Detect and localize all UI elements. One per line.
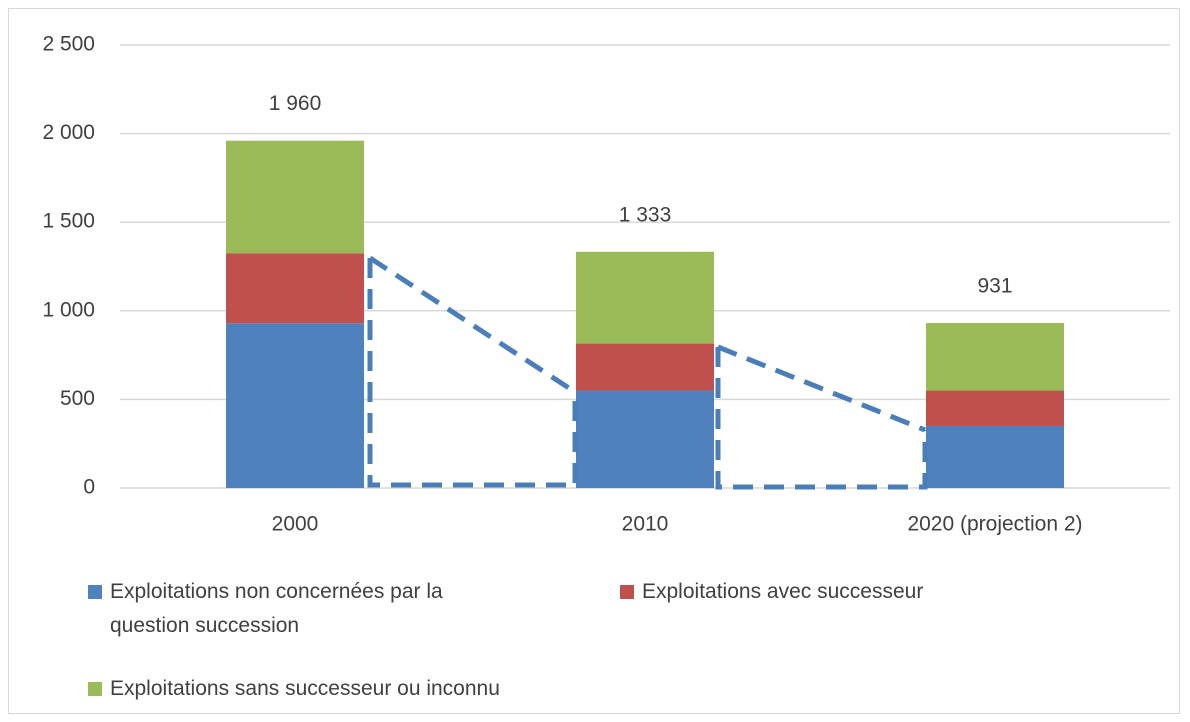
x-tick-label: 2020 (projection 2) [907, 513, 1082, 536]
dashed-line [715, 347, 928, 490]
bars [226, 140, 1064, 488]
bar-segment [576, 390, 714, 488]
y-tick-label: 1 500 [42, 210, 95, 233]
legend-item: Exploitations avec successeur [620, 575, 1120, 609]
total-label: 1 333 [619, 203, 672, 226]
legend-item: Exploitations non concernées par la ques… [88, 575, 468, 643]
bar-segment [926, 390, 1064, 426]
dashed-line [368, 255, 577, 395]
y-tick-label: 2 500 [42, 33, 95, 56]
legend-swatch [88, 682, 102, 696]
bar-segment [226, 140, 364, 254]
legend-swatch [620, 585, 634, 599]
bar-segment [576, 343, 714, 391]
y-tick-label: 1 000 [42, 298, 95, 321]
total-label: 931 [977, 275, 1012, 298]
total-label: 1 960 [269, 92, 322, 115]
y-tick-label: 2 000 [42, 121, 95, 144]
chart-frame [8, 8, 1180, 714]
dashed-line [717, 344, 926, 433]
legend-label: Exploitations non concernées par la ques… [110, 580, 443, 637]
labels: 0 500 1 000 1 500 2 000 2 500 2000 1 960 2010 1 3… [42, 33, 1082, 536]
legend-label: Exploitations sans successeur ou inconnu [110, 677, 500, 700]
bar-segment [926, 323, 1064, 391]
y-tick-label: 0 [83, 476, 95, 499]
dashed-outline [367, 255, 928, 490]
x-tick-label: 2010 [622, 513, 669, 536]
bar-segment [926, 425, 1064, 488]
bar-segment [226, 323, 364, 488]
x-tick-label: 2000 [272, 513, 319, 536]
legend-swatch [88, 585, 102, 599]
dashed-line [367, 258, 578, 488]
bar-segment [576, 251, 714, 344]
legend-label: Exploitations avec successeur [642, 580, 924, 603]
legend-item: Exploitations sans successeur ou inconnu [88, 672, 688, 706]
bar-segment [226, 253, 364, 324]
y-tick-label: 500 [60, 387, 95, 410]
